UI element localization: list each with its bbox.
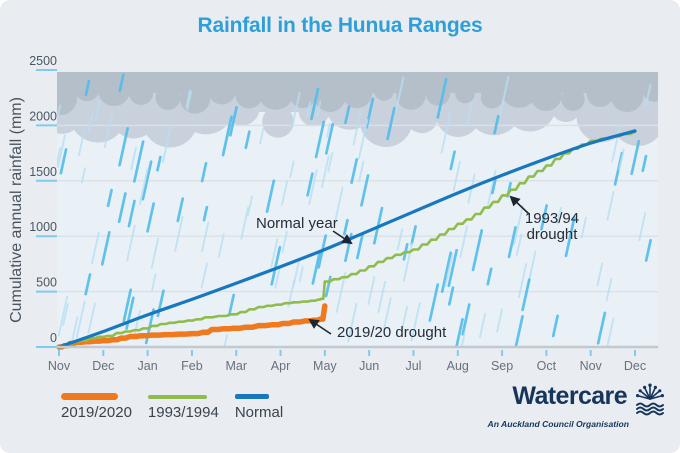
arrow-2019-20-drought bbox=[308, 318, 332, 335]
x-tick-label: Dec bbox=[92, 359, 114, 373]
y-tick-label: 1500 bbox=[29, 165, 57, 179]
annotation-2019-20-drought: 2019/20 drought bbox=[337, 324, 447, 341]
legend: 2019/2020 1993/1994 Normal bbox=[61, 392, 283, 421]
watercare-logo: Watercare An Auckland Council O bbox=[487, 382, 669, 429]
legend-label-normal: Normal bbox=[234, 404, 284, 421]
annotation-1993-94-drought: 1993/94 drought bbox=[524, 210, 580, 244]
chart-title: Rainfall in the Hunua Ranges bbox=[197, 14, 483, 37]
legend-label-2019-2020: 2019/2020 bbox=[61, 404, 132, 421]
y-tick-label: 1000 bbox=[29, 220, 57, 234]
x-tick-label: Sep bbox=[491, 359, 513, 373]
x-tick-label: May bbox=[313, 359, 337, 373]
x-tick-label: Feb bbox=[181, 359, 203, 373]
legend-item-2019-2020: 2019/2020 bbox=[61, 392, 132, 421]
arrow-normal-year bbox=[332, 230, 353, 245]
x-tick-label: Mar bbox=[225, 359, 247, 373]
arrow-1993-94-drought bbox=[509, 195, 530, 215]
legend-label-1993-1994: 1993/1994 bbox=[147, 404, 219, 421]
x-tick-label: Apr bbox=[271, 359, 290, 373]
x-tick-label: Dec bbox=[624, 359, 646, 373]
watercare-logo-name: Watercare bbox=[512, 382, 627, 410]
legend-swatch-2019-2020 bbox=[61, 393, 118, 400]
y-tick-label: 2000 bbox=[29, 109, 57, 123]
x-tick-label: Aug bbox=[447, 359, 469, 373]
x-tick-label: Oct bbox=[537, 359, 557, 373]
x-tick-label: Jun bbox=[359, 359, 379, 373]
rain-decoration bbox=[57, 73, 652, 348]
axes-and-ticks: 0 500 1000 1500 2000 2500 Nov Dec Jan Feb Mar Apr Ma… bbox=[29, 54, 658, 373]
x-tick-label: Nov bbox=[48, 359, 71, 373]
legend-item-normal: Normal bbox=[234, 392, 284, 421]
watercare-logo-tagline: An Auckland Council Organisation bbox=[487, 419, 630, 429]
legend-swatch-normal bbox=[234, 394, 269, 399]
y-tick-label: 0 bbox=[50, 331, 57, 345]
annotation-arrows bbox=[308, 195, 530, 335]
series-line-1993-1994 bbox=[57, 130, 637, 349]
x-tick-label: Jul bbox=[405, 359, 421, 373]
watercare-flower-icon bbox=[636, 383, 664, 416]
annotation-normal-year: Normal year bbox=[256, 215, 338, 232]
series-line-2019-2020 bbox=[56, 303, 328, 350]
legend-item-1993-1994: 1993/1994 bbox=[147, 392, 219, 421]
x-tick-label: Nov bbox=[580, 359, 603, 373]
legend-swatch-1993-1994 bbox=[147, 394, 207, 399]
y-tick-label: 2500 bbox=[29, 54, 57, 68]
clouds-decoration bbox=[57, 72, 658, 148]
y-tick-label: 500 bbox=[36, 276, 57, 290]
x-tick-label: Jan bbox=[138, 359, 158, 373]
